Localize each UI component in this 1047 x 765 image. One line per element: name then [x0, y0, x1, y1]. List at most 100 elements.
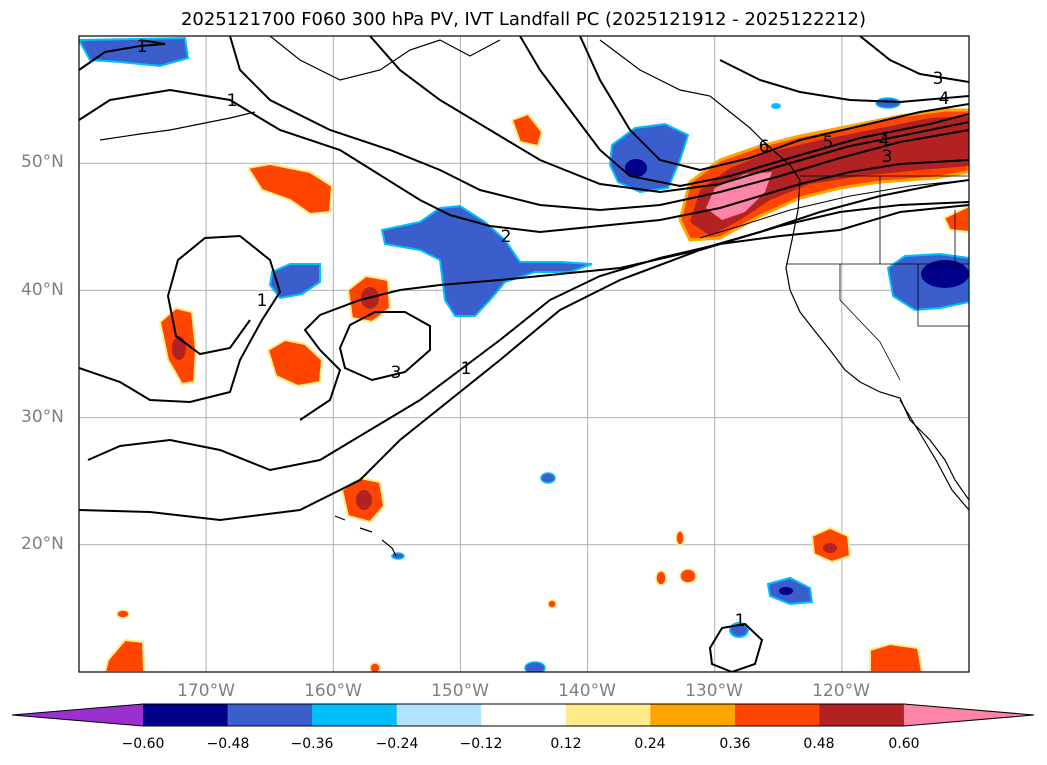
pos-blob-small-a: [679, 568, 697, 584]
colorbar-bin-6: [565, 704, 651, 726]
colorbar-bin-7: [650, 704, 736, 726]
colorbar-bin-3: [312, 704, 398, 726]
cb-tick-1: −0.48: [206, 736, 250, 752]
coastlines: [99, 36, 969, 557]
contour-4-northeast: [719, 59, 969, 104]
positive-pv-anomalies: [103, 108, 969, 672]
colorbar-bin-8: [734, 704, 820, 726]
neg-core-great-basin: [921, 260, 969, 288]
contour-jet-1: [229, 36, 969, 212]
contour-label-6: 3: [882, 147, 893, 167]
lat-label-30n: 30°N: [21, 407, 64, 427]
lon-label-160w: 160°W: [304, 681, 362, 701]
pos-blob-45n: [510, 112, 544, 148]
colorbar-bin-5: [481, 704, 567, 726]
cb-tick-4: −0.12: [459, 736, 503, 752]
pos-blob-east-edge: [942, 204, 969, 234]
contour-3-northeast: [859, 36, 969, 83]
contour-top-left-loop: [79, 39, 166, 71]
lat-label-20n: 20°N: [21, 534, 64, 554]
pos-core-hawaii: [356, 490, 372, 510]
map-frame: [78, 35, 970, 673]
cb-tick-7: 0.36: [719, 736, 751, 752]
map-title: 2025121700 F060 300 hPa PV, IVT Landfall…: [180, 9, 867, 30]
colorbar-bin-1: [143, 704, 229, 726]
pos-blob-small-b: [655, 570, 667, 586]
pos-core-southeast: [823, 543, 837, 553]
contour-jet-4: [579, 36, 969, 172]
us-west-coast: [785, 179, 969, 501]
contour-label-8: 4: [939, 89, 950, 109]
pos-blob-small-e: [547, 599, 557, 609]
contour-thin-jet: [699, 179, 969, 239]
ivt-contours-thin: [699, 179, 969, 239]
cb-tick-9: 0.60: [888, 736, 920, 752]
lat-label-40n: 40°N: [21, 280, 64, 300]
neg-core-south: [779, 587, 793, 595]
contour-3-closed: [338, 311, 431, 382]
alaska-coast: [269, 36, 501, 81]
neg-blob-small-d: [391, 552, 405, 560]
contour-label-0: 1: [137, 37, 148, 57]
neg-blob-west-40n: [268, 263, 321, 300]
colorbar: [11, 703, 1035, 727]
cb-tick-5: 0.12: [550, 736, 582, 752]
pos-blob-small-f: [369, 662, 381, 672]
neg-blob-small-c: [540, 472, 556, 484]
contour-label-9: 5: [823, 133, 834, 153]
lat-label-50n: 50°N: [21, 152, 64, 172]
cb-tick-2: −0.36: [290, 736, 334, 752]
contour-label-7: 4: [879, 131, 890, 151]
contour-label-10: 6: [759, 137, 770, 157]
contour-label-12: 1: [735, 611, 746, 631]
cb-tick-6: 0.24: [634, 736, 666, 752]
neg-blob-small-f: [771, 103, 781, 109]
contour-label-1: 1: [227, 91, 238, 111]
lon-label-170w: 170°W: [177, 681, 235, 701]
contour-1-western-loop: [79, 234, 282, 404]
state-border-c: [839, 264, 901, 381]
colorbar-bin-2: [227, 704, 313, 726]
contour-1-inner: [87, 204, 969, 472]
pos-blob-bottom-left: [103, 638, 146, 672]
colorbar-bin-9: [819, 704, 905, 726]
pos-blob-bottom-right: [869, 642, 924, 672]
contour-label-2: 1: [257, 291, 268, 311]
neg-blob-gulf: [608, 122, 690, 194]
lon-label-140w: 140°W: [558, 681, 616, 701]
lon-label-150w: 150°W: [431, 681, 489, 701]
contour-closed-south: [708, 622, 764, 672]
pos-blob-west-50n: [246, 162, 334, 216]
state-border-d: [917, 264, 969, 327]
colorbar-bin-4: [396, 704, 482, 726]
aleutian-islands: [99, 111, 256, 141]
pos-blob-small-c: [675, 530, 685, 546]
contour-2: [299, 179, 969, 421]
southeast-alaska-coast: [599, 39, 801, 181]
cb-tick-0: −0.60: [121, 736, 165, 752]
pos-core-35n-west: [172, 336, 186, 360]
neg-blob-small-e: [524, 661, 546, 672]
contour-label-11: 3: [933, 69, 944, 89]
contour-jet-3: [519, 36, 969, 188]
pos-blob-35n: [266, 338, 324, 388]
contour-label-4: 2: [501, 227, 512, 247]
ivt-contours: [79, 36, 969, 672]
contour-1-north: [79, 88, 969, 234]
lon-label-130w: 130°W: [685, 681, 743, 701]
contour-outer-south: [79, 201, 969, 522]
contour-label-3: 1: [461, 359, 472, 379]
neg-blob-top-left: [79, 36, 190, 68]
neg-blob-small-b: [875, 97, 901, 109]
pos-blob-small-d: [116, 609, 130, 619]
contour-label-5: 3: [391, 363, 402, 383]
colorbar-extend-min: [12, 704, 143, 726]
contour-jet-2: [369, 36, 969, 194]
baja-coast: [899, 399, 969, 511]
cb-tick-3: −0.24: [375, 736, 419, 752]
lon-label-120w: 120°W: [812, 681, 870, 701]
colorbar-outline: [11, 703, 1035, 727]
